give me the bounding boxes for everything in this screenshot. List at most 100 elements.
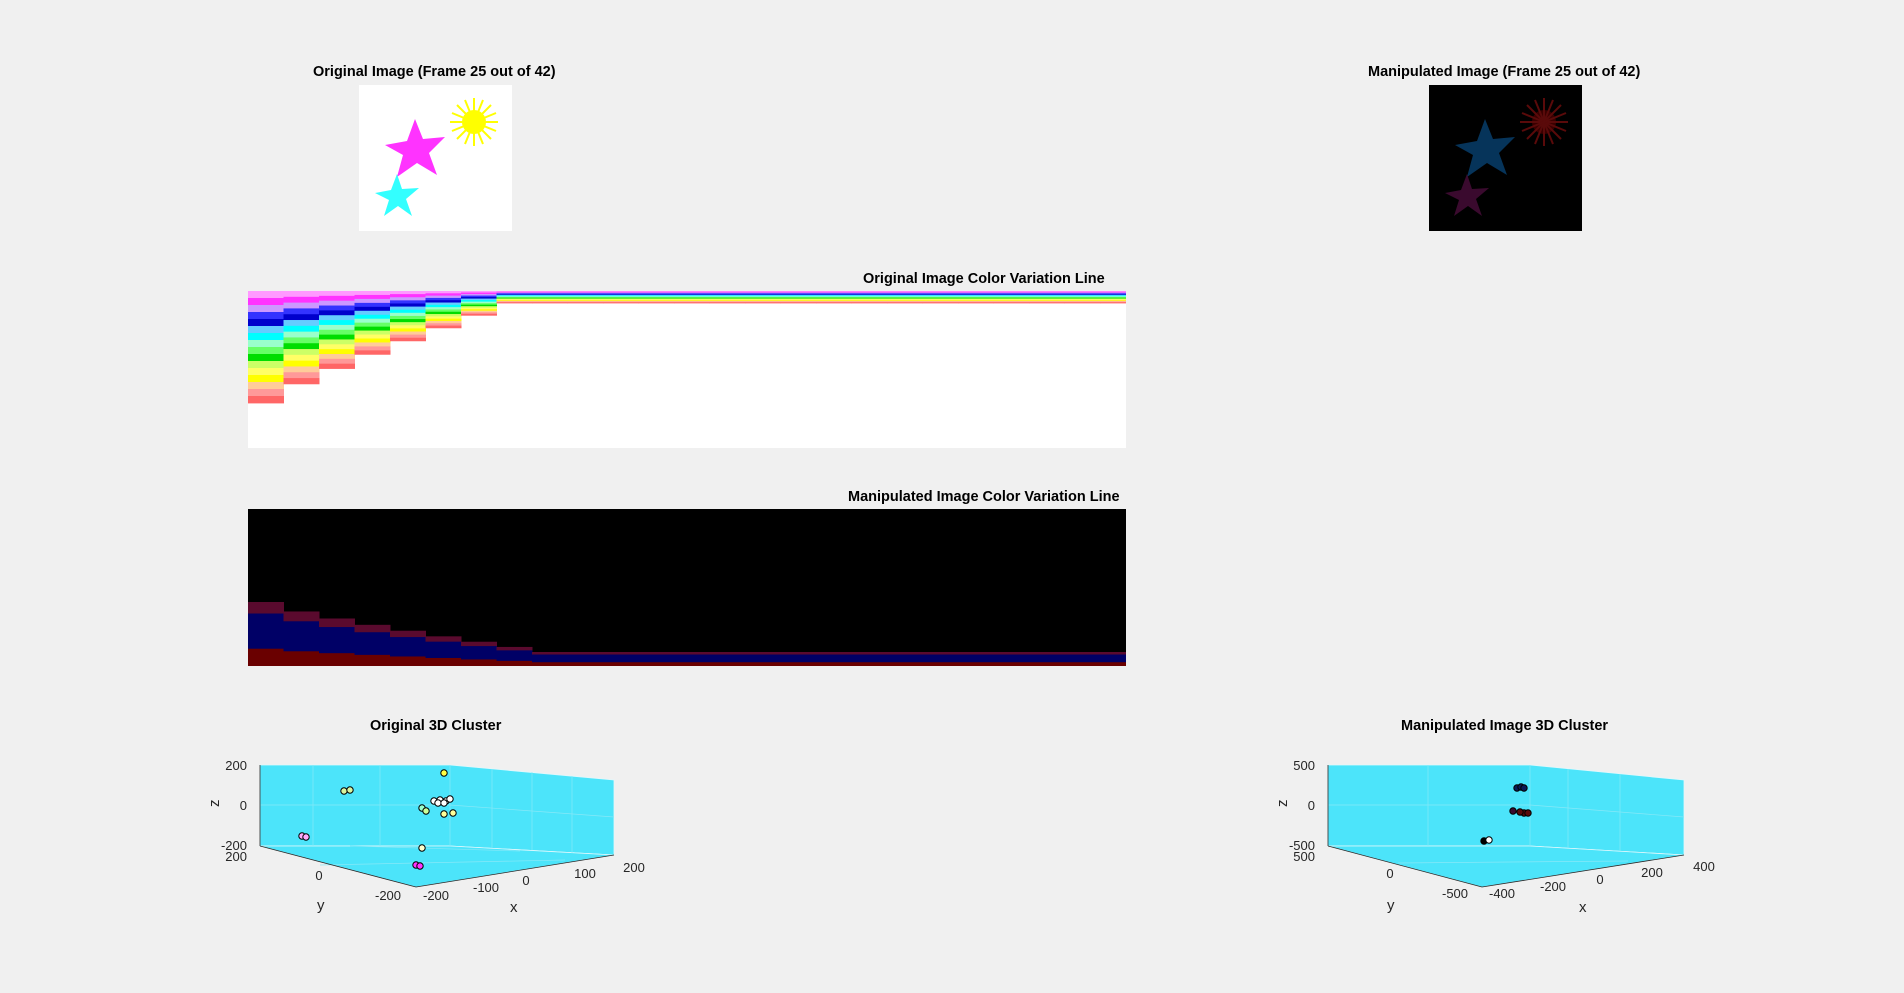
color-band: [319, 305, 355, 311]
purple-starfish-shape: [1445, 174, 1489, 216]
color-band: [354, 342, 391, 347]
color-band: [1029, 302, 1065, 304]
cluster-floor-pane: [1327, 845, 1685, 888]
color-band: [887, 297, 923, 299]
color-band: [780, 300, 817, 302]
color-band: [922, 292, 959, 294]
color-band: [603, 299, 639, 301]
color-band: [638, 297, 675, 299]
color-band: [390, 656, 426, 666]
color-band: [958, 301, 994, 303]
color-band: [816, 302, 852, 304]
color-band: [958, 652, 994, 655]
color-band: [745, 294, 781, 296]
color-band: [354, 330, 391, 335]
color-band: [496, 291, 533, 293]
x-tick-label: 0: [522, 873, 529, 888]
color-band: [390, 328, 426, 332]
color-band: [993, 292, 1030, 294]
color-band: [745, 300, 781, 302]
color-band: [887, 296, 923, 298]
color-band: [1100, 291, 1126, 293]
z-tick-label: 0: [240, 798, 247, 813]
color-band: [319, 324, 355, 331]
color-band: [1064, 302, 1101, 304]
color-band: [425, 311, 462, 315]
color-band: [993, 295, 1030, 297]
color-band: [1064, 297, 1101, 299]
color-band: [638, 293, 675, 295]
color-band: [674, 294, 710, 296]
color-band: [816, 654, 852, 663]
color-band: [851, 293, 888, 295]
color-band: [638, 654, 675, 663]
color-band: [1100, 662, 1126, 666]
color-band: [1100, 302, 1126, 304]
original-color-variation-line: [248, 291, 1126, 448]
color-band: [248, 396, 284, 404]
color-band: [674, 662, 710, 666]
color-band: [816, 301, 852, 303]
color-band: [816, 300, 852, 302]
color-band: [496, 292, 533, 294]
color-band: [674, 291, 710, 293]
color-band: [674, 297, 710, 299]
color-band: [922, 294, 959, 296]
color-band: [425, 307, 462, 310]
color-band: [603, 295, 639, 297]
color-band: [603, 297, 639, 299]
color-band: [1064, 299, 1101, 301]
color-band: [709, 297, 746, 299]
color-band: [425, 320, 462, 324]
color-band: [1029, 291, 1065, 293]
color-band: [1064, 662, 1101, 666]
color-band: [567, 652, 604, 655]
color-band: [958, 296, 994, 298]
color-band: [780, 291, 817, 293]
color-band: [390, 303, 426, 307]
color-band: [993, 291, 1030, 293]
color-band: [674, 299, 710, 301]
x-tick-label: -100: [473, 880, 499, 895]
color-band: [1064, 652, 1101, 655]
color-band: [354, 310, 391, 316]
color-band: [461, 641, 497, 647]
color-band: [461, 295, 497, 298]
color-band: [248, 602, 284, 614]
color-band: [354, 306, 391, 312]
color-band: [425, 636, 462, 643]
color-band: [532, 301, 568, 303]
color-band: [709, 300, 746, 302]
color-band: [603, 294, 639, 296]
color-band: [248, 375, 284, 383]
color-band: [1100, 652, 1126, 655]
color-band: [1064, 293, 1101, 295]
color-band: [283, 621, 320, 652]
color-band: [1029, 296, 1065, 298]
color-band: [993, 302, 1030, 304]
color-band: [1100, 292, 1126, 294]
y-tick-label: -200: [375, 888, 401, 903]
color-band: [425, 297, 462, 301]
color-band: [248, 389, 284, 397]
color-band: [745, 291, 781, 293]
color-band: [248, 648, 284, 666]
color-band: [745, 298, 781, 300]
color-band: [1029, 297, 1065, 299]
y-axis-label: y: [317, 897, 325, 914]
color-band: [319, 653, 355, 666]
color-band: [922, 294, 959, 296]
color-band: [958, 294, 994, 296]
color-band: [567, 298, 604, 300]
color-band: [319, 339, 355, 345]
color-band: [851, 302, 888, 304]
color-band: [567, 294, 604, 296]
color-band: [532, 300, 568, 302]
color-band: [319, 320, 355, 326]
color-band: [745, 293, 781, 295]
cyan-starfish-shape: [375, 174, 419, 216]
cluster-points: [298, 769, 457, 870]
color-band: [745, 654, 781, 663]
color-band: [319, 363, 355, 369]
color-band: [887, 301, 923, 303]
